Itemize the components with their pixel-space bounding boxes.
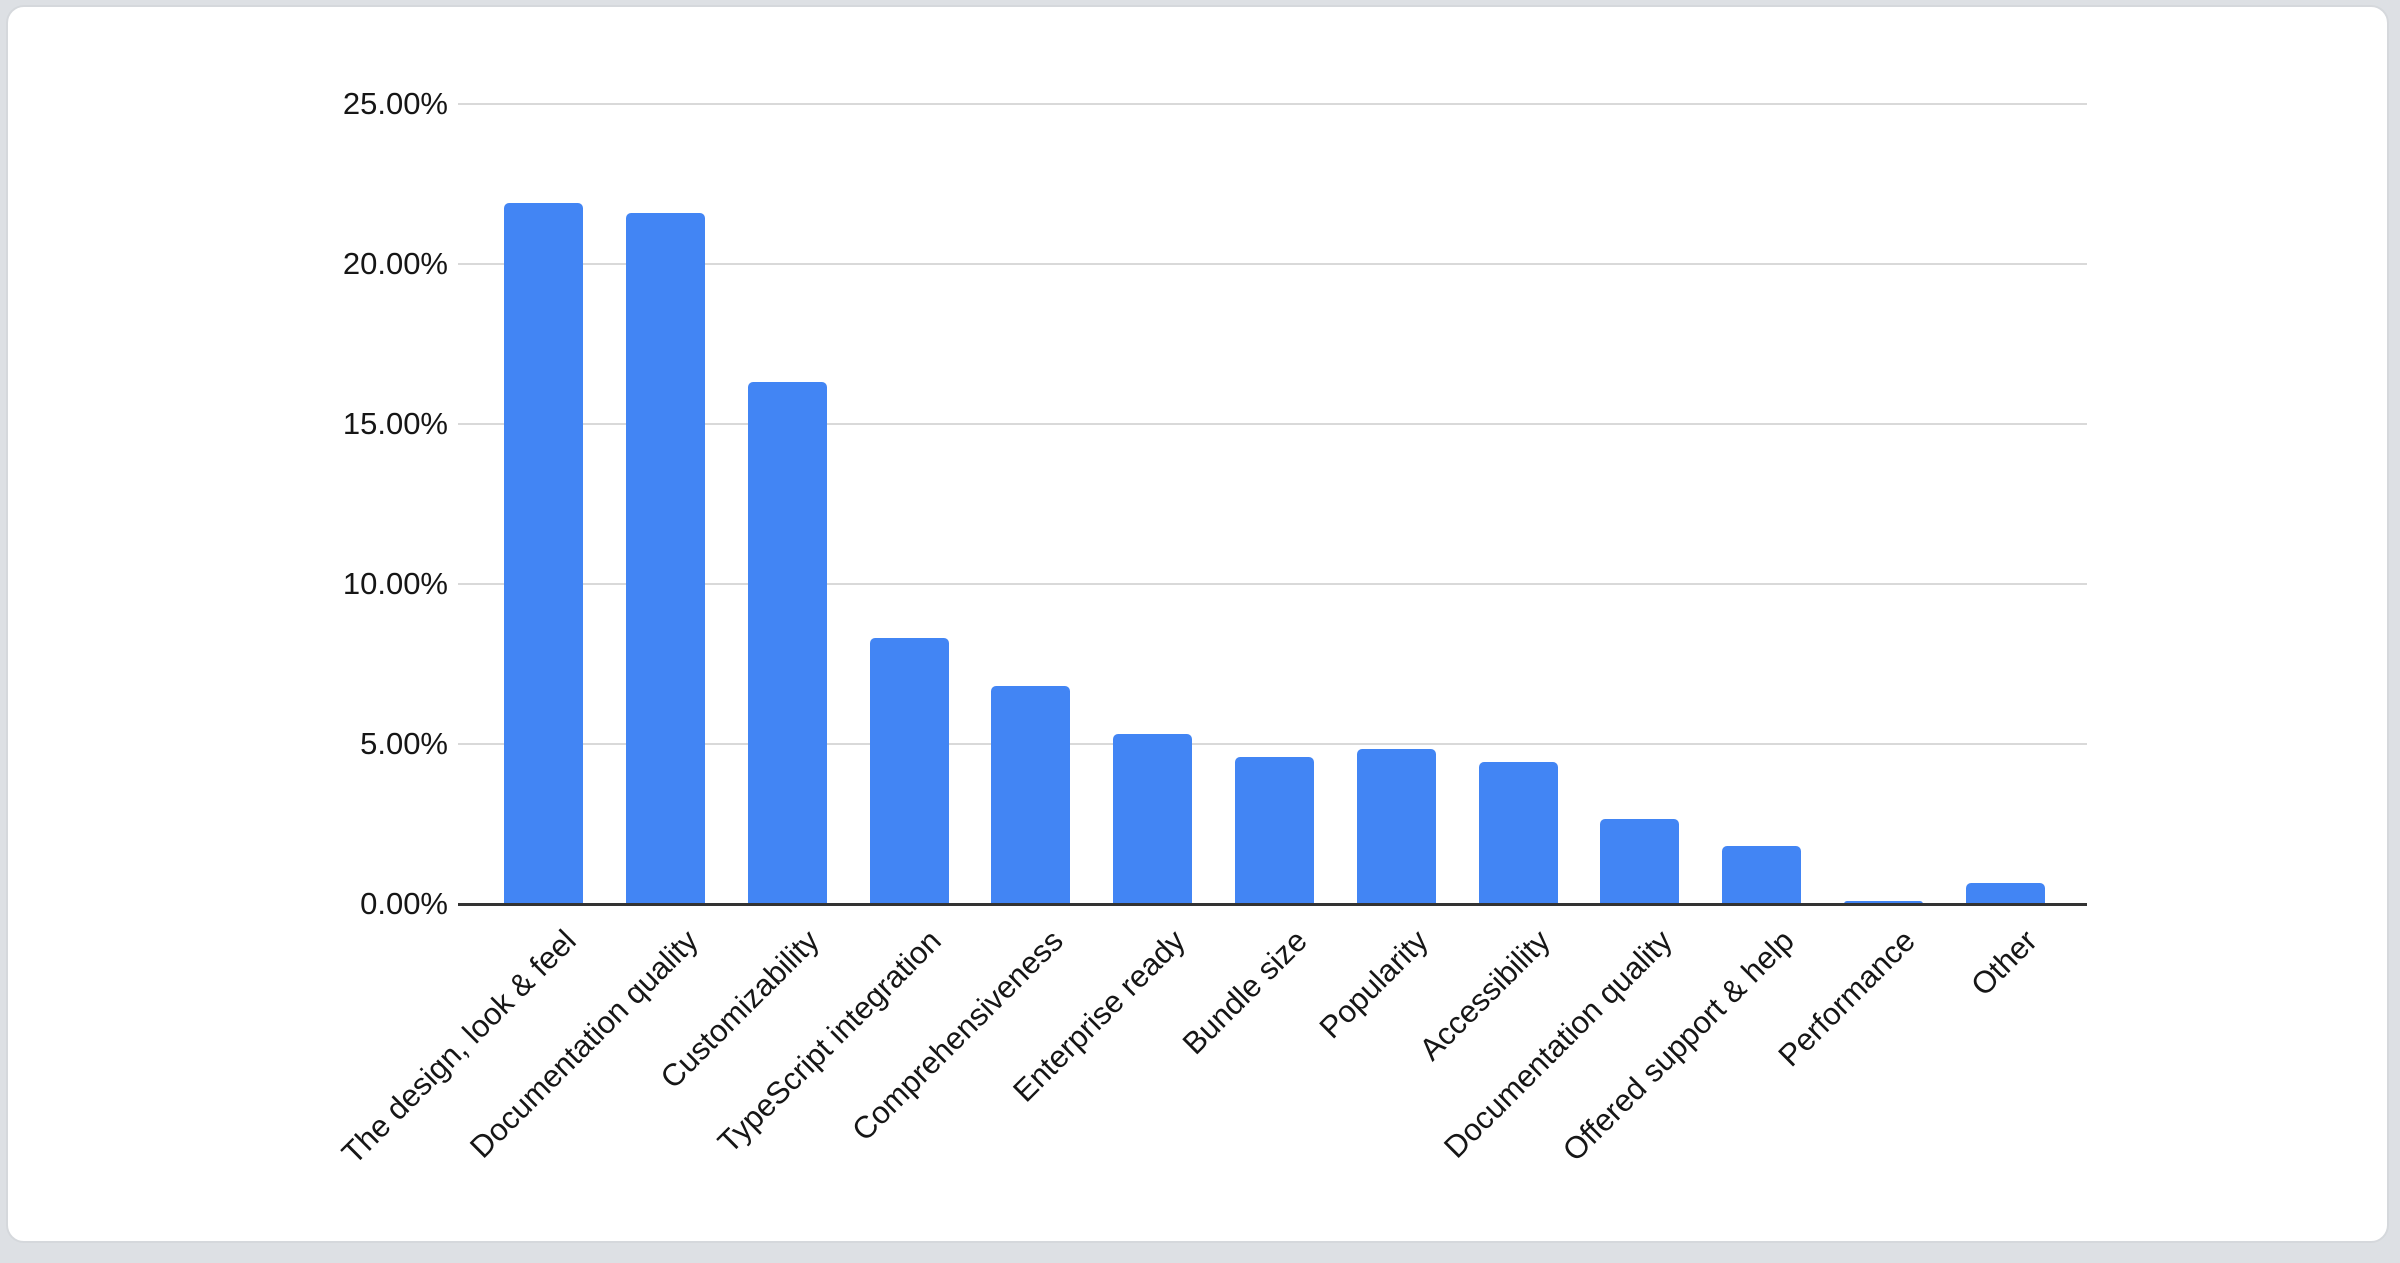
gridline <box>458 743 2087 745</box>
x-axis-label: Comprehensiveness <box>845 923 1070 1148</box>
bar[interactable] <box>747 382 827 904</box>
bar[interactable] <box>1235 756 1314 904</box>
y-axis-label: 10.00% <box>342 566 448 601</box>
chart-card: 25.00% 20.00% 15.00% 10.00% 5.00% 0.00% The de… <box>6 5 2389 1243</box>
gridline <box>458 103 2087 105</box>
bar[interactable] <box>869 638 949 904</box>
x-axis-label: Documentation quality <box>462 923 705 1165</box>
bar[interactable] <box>1113 734 1193 904</box>
gridline <box>458 263 2087 265</box>
bar[interactable] <box>1843 900 1923 904</box>
gridline <box>458 583 2087 585</box>
bar[interactable] <box>1722 846 1802 904</box>
x-axis-label: The design, look & feel <box>334 923 583 1171</box>
bar[interactable] <box>1356 748 1436 904</box>
bar[interactable] <box>991 686 1071 904</box>
bar[interactable] <box>1600 819 1680 904</box>
bar-chart: 25.00% 20.00% 15.00% 10.00% 5.00% 0.00% The de… <box>8 7 2400 1263</box>
bar[interactable] <box>626 212 706 904</box>
x-axis-label: Bundle size <box>1175 923 1314 1062</box>
gridline <box>458 423 2087 425</box>
y-axis-label: 20.00% <box>342 246 448 281</box>
y-axis-label: 5.00% <box>360 726 448 761</box>
y-axis-label: 15.00% <box>342 406 448 441</box>
x-axis-label: TypeScript integration <box>711 923 948 1160</box>
x-axis-label: Popularity <box>1312 923 1436 1046</box>
bar[interactable] <box>504 203 584 904</box>
x-axis-label: Offered support & help <box>1555 923 1801 1168</box>
y-axis-label: 25.00% <box>342 86 448 121</box>
bar[interactable] <box>1478 761 1558 904</box>
x-axis-line <box>458 903 2087 906</box>
x-axis-label: Other <box>1964 923 2044 1003</box>
x-axis-label: Documentation quality <box>1436 923 1679 1165</box>
y-axis-label: 0.00% <box>360 886 448 921</box>
bar[interactable] <box>1965 883 2045 904</box>
